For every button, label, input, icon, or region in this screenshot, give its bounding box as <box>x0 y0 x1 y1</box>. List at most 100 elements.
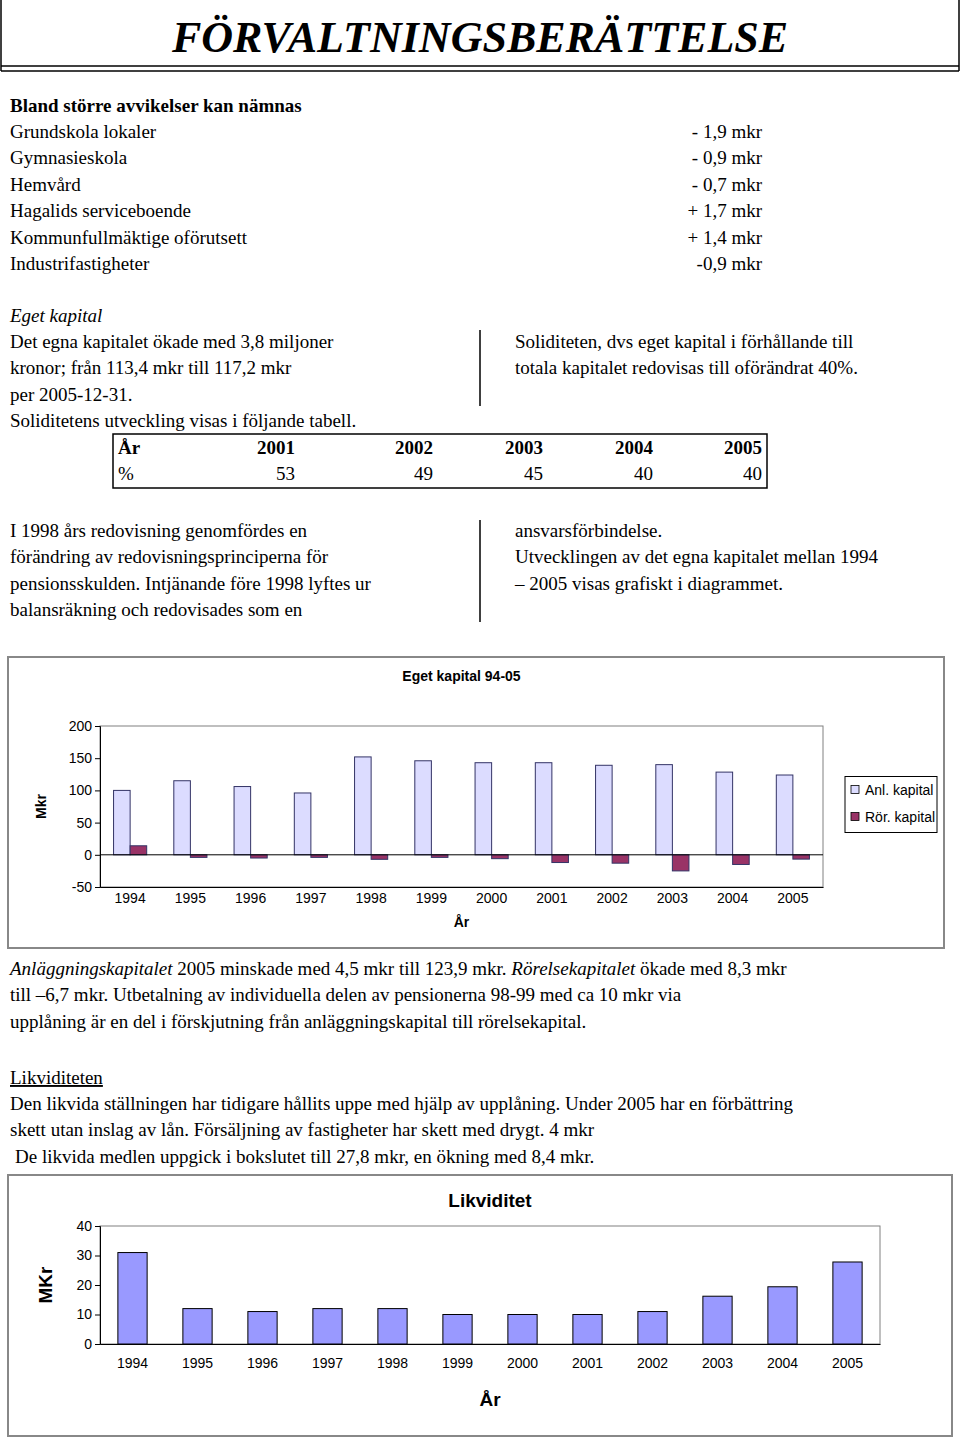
bar <box>573 1315 602 1345</box>
text-run: till –6,7 mkr. Utbetalning av individuel… <box>10 984 682 1005</box>
bar <box>508 1315 537 1345</box>
table-cell: 40 <box>634 463 653 484</box>
x-tick-label: 1999 <box>416 890 447 906</box>
bar <box>355 757 372 855</box>
x-tick: 2004 <box>717 887 748 906</box>
y-tick-label: 40 <box>76 1218 92 1234</box>
table-header-cell: 2004 <box>615 437 654 458</box>
tick-mark <box>95 726 100 727</box>
bar <box>672 855 689 871</box>
deviation-value: - 1,9 mkr <box>692 121 763 142</box>
x-axis: 1994199519961997199819992000200120022003… <box>101 887 824 906</box>
x-tick-label: 2003 <box>657 890 688 906</box>
paragraph-line: kronor; från 113,4 mkr till 117,2 mkr <box>10 357 292 378</box>
bar <box>656 765 673 855</box>
axis-line <box>95 727 101 888</box>
x-tick: 2002 <box>637 1344 668 1371</box>
x-axis: 1994199519961997199819992000200120022003… <box>101 1344 881 1371</box>
x-tick: 1999 <box>416 887 447 906</box>
x-tick-label: 1994 <box>117 1355 148 1371</box>
y-tick-label: 20 <box>76 1277 92 1293</box>
bar <box>415 761 432 855</box>
deviation-value: + 1,7 mkr <box>687 200 762 221</box>
y-tick: 0 <box>84 1336 100 1352</box>
y-tick-label: 0 <box>84 1336 92 1352</box>
paragraph-line: per 2005-12-31. <box>10 384 132 405</box>
section-heading: Likviditeten <box>10 1067 103 1088</box>
paragraph-line: balansräkning och redovisades som en <box>10 599 303 620</box>
chart-title: Eget kapital 94-05 <box>402 668 520 684</box>
paragraph-line: pensionsskulden. Intjänande före 1998 ly… <box>10 573 372 594</box>
bar <box>716 772 733 855</box>
y-tick: -50 <box>72 879 100 895</box>
tick-mark <box>95 1344 100 1345</box>
x-tick: 1994 <box>117 1344 148 1371</box>
axis-line <box>101 887 824 888</box>
bar <box>475 763 492 855</box>
deviation-label: Gymnasieskola <box>10 147 128 168</box>
x-tick-label: 2000 <box>476 890 507 906</box>
x-tick-label: 2000 <box>507 1355 538 1371</box>
bars <box>114 757 810 871</box>
y-tick: 20 <box>76 1277 100 1293</box>
x-tick-label: 1996 <box>235 890 266 906</box>
deviation-label: Hagalids serviceboende <box>10 200 191 221</box>
x-tick: 2001 <box>572 1344 603 1371</box>
y-tick-label: 50 <box>76 815 92 831</box>
text-run: ökade med 8,3 mkr <box>635 958 787 979</box>
bar <box>793 855 810 859</box>
bar <box>703 1296 732 1344</box>
axis-line <box>95 1227 101 1345</box>
bar <box>118 1253 147 1344</box>
x-tick: 2004 <box>767 1344 798 1371</box>
x-tick-label: 2001 <box>536 890 567 906</box>
bar <box>552 855 569 863</box>
bar <box>130 846 147 855</box>
bar <box>183 1309 212 1344</box>
table-frame <box>113 434 767 488</box>
deviation-value: - 0,7 mkr <box>692 174 763 195</box>
x-tick-label: 1994 <box>115 890 146 906</box>
y-tick: 0 <box>84 847 100 863</box>
paragraph-line: skett utan inslag av lån. Försäljning av… <box>10 1119 595 1140</box>
deviations: Bland större avvikelser kan nämnasGrunds… <box>10 95 763 274</box>
x-tick-label: 1996 <box>247 1355 278 1371</box>
y-tick: 10 <box>76 1306 100 1322</box>
tick-mark <box>95 790 100 791</box>
deviation-value: + 1,4 mkr <box>687 227 762 248</box>
table-cell: % <box>118 463 134 484</box>
deviation-value: - 0,9 mkr <box>692 147 763 168</box>
paragraph-line: Det egna kapitalet ökade med 3,8 miljone… <box>10 331 334 352</box>
tick-mark <box>95 1256 100 1257</box>
x-tick-label: 2005 <box>777 890 808 906</box>
bar <box>768 1287 797 1344</box>
legend-frame <box>845 777 937 833</box>
y-tick: 200 <box>69 718 100 734</box>
legend-label: Rör. kapital <box>865 809 935 825</box>
deviation-label: Kommunfullmäktige oförutsett <box>10 227 248 248</box>
x-tick-label: 2003 <box>702 1355 733 1371</box>
x-tick: 1995 <box>175 887 206 906</box>
x-tick-label: 2005 <box>832 1355 863 1371</box>
paragraph-line: Anläggningskapitalet 2005 minskade med 4… <box>8 958 787 979</box>
chart: Eget kapital 94-05-500501001502001994199… <box>8 657 944 948</box>
y-axis: -50050100150200 <box>69 718 101 895</box>
x-tick-label: 2002 <box>637 1355 668 1371</box>
y-axis-title: MKr <box>35 1266 56 1304</box>
text-run: Anläggningskapitalet <box>8 958 173 979</box>
table-header-cell: År <box>118 437 141 458</box>
tick-mark <box>95 1285 100 1286</box>
x-tick: 1996 <box>235 887 266 906</box>
title-rule <box>1 65 959 67</box>
chart-frame <box>8 1175 952 1436</box>
paragraph-line: Den likvida ställningen har tidigare hål… <box>10 1093 794 1114</box>
x-tick-label: 2001 <box>572 1355 603 1371</box>
deviation-label: Industrifastigheter <box>10 253 150 274</box>
legend-swatch <box>851 786 859 794</box>
x-tick: 2002 <box>597 887 628 906</box>
x-tick: 1996 <box>247 1344 278 1371</box>
bar <box>492 855 509 859</box>
x-tick: 2003 <box>702 1344 733 1371</box>
text-run: 2005 minskade med 4,5 mkr till 123,9 mkr… <box>173 958 512 979</box>
bar <box>248 1312 277 1344</box>
